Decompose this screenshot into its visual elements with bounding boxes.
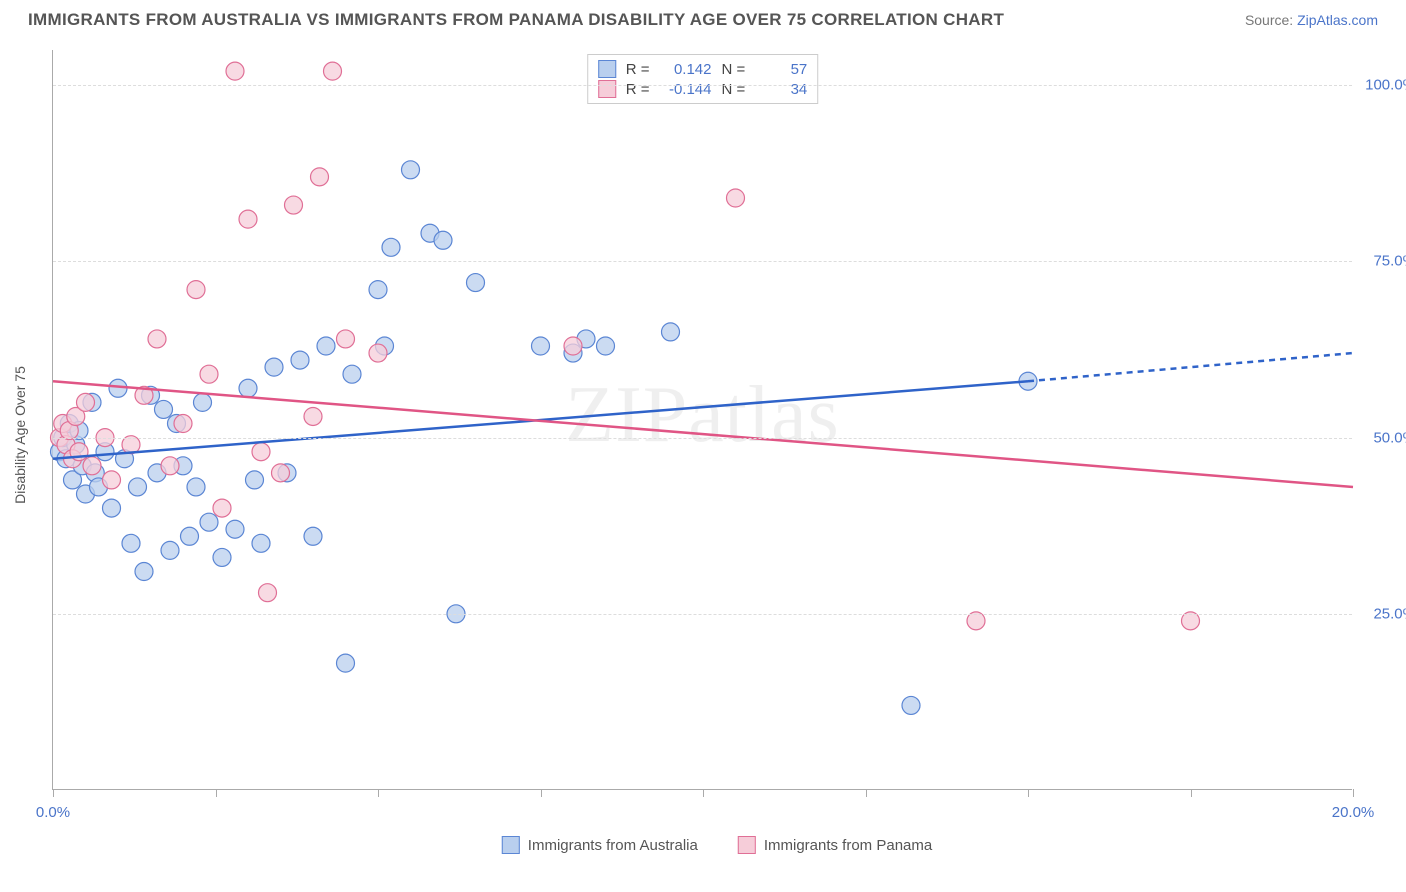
plot-container: Disability Age Over 75 ZIPatlas R = 0.14…	[52, 50, 1382, 820]
x-tick	[541, 789, 542, 797]
legend-label-1: Immigrants from Panama	[764, 837, 932, 854]
x-tick	[703, 789, 704, 797]
x-tick	[378, 789, 379, 797]
stats-row-series-1: R = -0.144 N = 34	[598, 79, 808, 99]
stat-N-label: N =	[722, 81, 746, 98]
chart-title: IMMIGRANTS FROM AUSTRALIA VS IMMIGRANTS …	[28, 10, 1004, 30]
gridline	[53, 614, 1352, 615]
stat-R-label: R =	[626, 61, 650, 78]
stat-R-value-1: -0.144	[660, 81, 712, 98]
x-tick	[1353, 789, 1354, 797]
source-label: Source: ZipAtlas.com	[1245, 12, 1378, 28]
x-tick-label: 20.0%	[1332, 804, 1375, 821]
x-tick	[53, 789, 54, 797]
legend-label-0: Immigrants from Australia	[528, 837, 698, 854]
chart-svg	[53, 50, 1353, 790]
stat-N-label: N =	[722, 61, 746, 78]
x-tick	[1028, 789, 1029, 797]
gridline	[53, 261, 1352, 262]
stat-R-label: R =	[626, 81, 650, 98]
y-tick-label: 100.0%	[1365, 77, 1406, 94]
x-tick	[216, 789, 217, 797]
legend-swatch-bottom-0	[502, 836, 520, 854]
y-tick-label: 75.0%	[1373, 253, 1406, 270]
gridline	[53, 85, 1352, 86]
legend-swatch-0	[598, 60, 616, 78]
x-tick	[1191, 789, 1192, 797]
stat-N-value-0: 57	[755, 61, 807, 78]
bottom-legend: Immigrants from Australia Immigrants fro…	[502, 836, 932, 854]
y-tick-label: 25.0%	[1373, 605, 1406, 622]
stat-R-value-0: 0.142	[660, 61, 712, 78]
y-axis-label: Disability Age Over 75	[12, 366, 28, 504]
legend-item-0: Immigrants from Australia	[502, 836, 698, 854]
stats-legend-box: R = 0.142 N = 57 R = -0.144 N = 34	[587, 54, 819, 104]
legend-item-1: Immigrants from Panama	[738, 836, 932, 854]
source-prefix: Source:	[1245, 12, 1297, 28]
plot-area: ZIPatlas R = 0.142 N = 57 R = -0.144 N =…	[52, 50, 1352, 790]
y-tick-label: 50.0%	[1373, 429, 1406, 446]
stats-row-series-0: R = 0.142 N = 57	[598, 59, 808, 79]
x-tick-label: 0.0%	[36, 804, 70, 821]
source-link[interactable]: ZipAtlas.com	[1297, 12, 1378, 28]
legend-swatch-bottom-1	[738, 836, 756, 854]
stat-N-value-1: 34	[755, 81, 807, 98]
x-tick	[866, 789, 867, 797]
legend-swatch-1	[598, 80, 616, 98]
gridline	[53, 438, 1352, 439]
